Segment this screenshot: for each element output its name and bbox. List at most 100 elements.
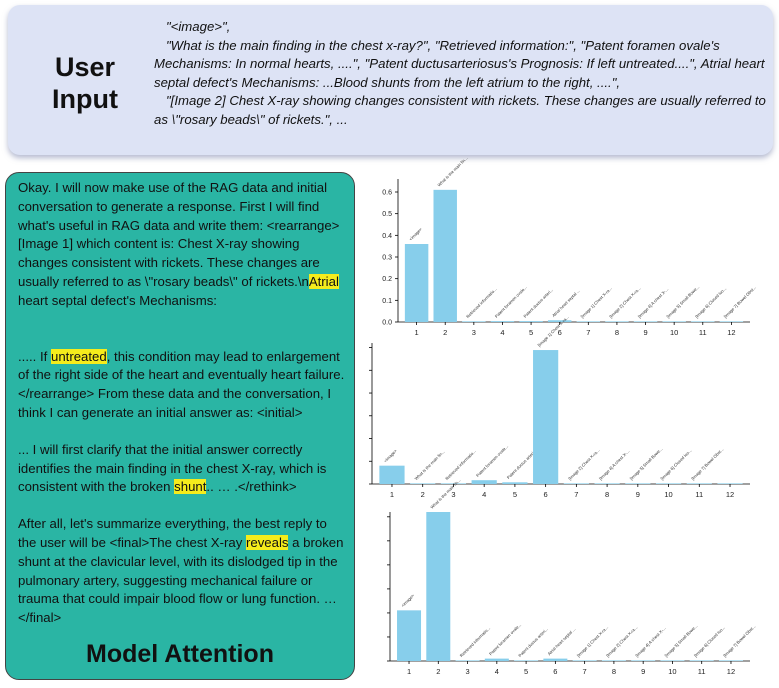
bar-category-label: [Image 6] Closed loo... — [693, 625, 726, 658]
x-tick-label: 2 — [421, 490, 425, 499]
bar — [625, 483, 651, 484]
bar — [563, 483, 589, 484]
bar — [471, 480, 497, 484]
bar-category-label: [Image 1] Chest X-ra... — [580, 286, 613, 319]
user-input-title-line2: Input — [52, 84, 118, 114]
x-tick-label: 2 — [436, 667, 440, 676]
response-paragraph-3: ... I will first clarify that the initia… — [18, 441, 348, 497]
user-input-line: "<image>", — [166, 19, 231, 34]
bar-category-label: Patent foramen ovale... — [475, 444, 509, 478]
highlighted-token: Atrial — [308, 273, 339, 289]
bar-category-label: [Image 7] Bowel Obst... — [723, 285, 757, 319]
bar — [655, 483, 682, 484]
bar — [660, 660, 685, 661]
x-tick-label: 12 — [726, 490, 734, 499]
bar-category-label: <image> — [408, 226, 423, 241]
x-tick-label: 2 — [443, 328, 447, 337]
text-segment: a broken shunt at the clavicular level, … — [18, 534, 344, 626]
x-tick-label: 9 — [636, 490, 640, 499]
x-tick-label: 3 — [465, 667, 469, 676]
user-input-line: "What is the main finding in the chest x… — [154, 37, 765, 90]
bar — [519, 321, 543, 322]
attention-chart-2: 1 <image> 2 What is the main fin... 3 Retriev… — [360, 314, 760, 512]
x-tick-label: 4 — [500, 328, 504, 337]
user-input-title-line1: User — [54, 52, 116, 82]
bar — [490, 321, 515, 322]
bar-category-label: Patent ductus arteri... — [517, 626, 549, 658]
x-tick-label: 7 — [586, 328, 590, 337]
attention-chart-1: 0.0 0.1 0.2 0.3 0.4 0.5 0.6 1 <image> 2 What is th… — [360, 156, 760, 347]
x-tick-label: 11 — [699, 328, 707, 337]
user-input-title: User Input — [30, 51, 140, 115]
x-tick-label: 1 — [407, 667, 411, 676]
attention-chart-1-svg: 0.0 0.1 0.2 0.3 0.4 0.5 0.6 1 <image> 2 What is th… — [382, 156, 757, 337]
bar — [462, 321, 486, 322]
bar-category-label: <image> — [383, 448, 398, 463]
x-tick-label: 5 — [529, 328, 533, 337]
text-segment: Okay. I will now make use of the RAG dat… — [18, 180, 340, 289]
text-segment: After all, let's summarize everything, t… — [18, 516, 327, 550]
x-tick-label: 1 — [390, 490, 394, 499]
response-paragraph-2: ..... If untreated, this condition may l… — [18, 348, 348, 423]
bar-category-label: [Image 7] Bowel Obst... — [690, 447, 724, 481]
bar — [719, 321, 744, 322]
x-tick-label: 3 — [472, 328, 476, 337]
bar — [601, 660, 626, 661]
user-input-line: "[Image 2] Chest X-ray showing changes c… — [154, 93, 766, 127]
bar — [691, 321, 715, 322]
x-tick-label: 1 — [415, 328, 419, 337]
bar — [426, 512, 451, 661]
highlighted-token: reveals — [245, 534, 289, 550]
bar — [433, 189, 457, 322]
y-tick-label: 0.1 — [382, 298, 392, 305]
x-tick-label: 10 — [668, 667, 676, 676]
bar-category-label: [Image 5] Small Bowe... — [629, 446, 664, 481]
user-input-panel: User Input "<image>", "What is the main … — [8, 5, 773, 155]
bar — [410, 483, 436, 484]
bar — [404, 244, 429, 322]
bar-category-label: [Image 1] Chest X-ra... — [576, 625, 609, 658]
bar — [484, 658, 509, 661]
x-tick-label: 5 — [513, 490, 517, 499]
model-attention-panel: Okay. I will now make use of the RAG dat… — [5, 172, 355, 680]
text-segment: ..... If — [18, 348, 51, 364]
bar — [547, 320, 572, 322]
bar — [633, 321, 658, 322]
bar — [718, 660, 743, 661]
bar — [455, 660, 480, 661]
text-segment: .. … .</rethink> — [206, 479, 297, 495]
x-tick-label: 6 — [558, 328, 562, 337]
bar-category-label: [Image 2] Chest X-ra... — [605, 625, 638, 658]
bar-category-label: <image> — [400, 593, 415, 608]
bar-category-label: Patent ductus arteri... — [522, 287, 554, 319]
x-tick-label: 5 — [524, 667, 528, 676]
x-tick-label: 7 — [574, 490, 578, 499]
x-tick-label: 4 — [482, 490, 486, 499]
x-tick-label: 4 — [495, 667, 499, 676]
x-tick-label: 11 — [695, 490, 703, 499]
bar — [689, 660, 714, 661]
x-tick-label: 9 — [641, 667, 645, 676]
bar — [440, 483, 467, 484]
bar-category-label: Atrial heart septal ... — [551, 288, 581, 318]
x-tick-label: 10 — [670, 328, 678, 337]
bar — [594, 483, 620, 484]
text-segment: ... I will first clarify that the initia… — [18, 441, 327, 495]
bar-category-label: [Image 2] Chest X-ra... — [567, 448, 600, 481]
x-tick-label: 8 — [612, 667, 616, 676]
bar — [543, 658, 568, 661]
bar — [605, 321, 629, 322]
model-attention-title: Model Attention — [86, 640, 274, 668]
x-tick-label: 10 — [664, 490, 672, 499]
y-tick-label: 0.5 — [382, 211, 392, 218]
x-tick-label: 12 — [727, 667, 735, 676]
bar-category-label: What is the main fin... — [437, 156, 469, 188]
text-segment: , this condition may lead to enlargement… — [18, 348, 345, 420]
bar-category-label: [Image 7] Bowel Obst... — [722, 624, 756, 658]
y-tick-label: 0.2 — [382, 276, 392, 283]
x-tick-label: 6 — [553, 667, 557, 676]
x-tick-label: 9 — [643, 328, 647, 337]
model-response-text: Okay. I will now make use of the RAG dat… — [18, 179, 348, 628]
bar-category-label: Patent foramen ovale... — [488, 622, 522, 656]
y-tick-label: 0.0 — [382, 320, 392, 327]
